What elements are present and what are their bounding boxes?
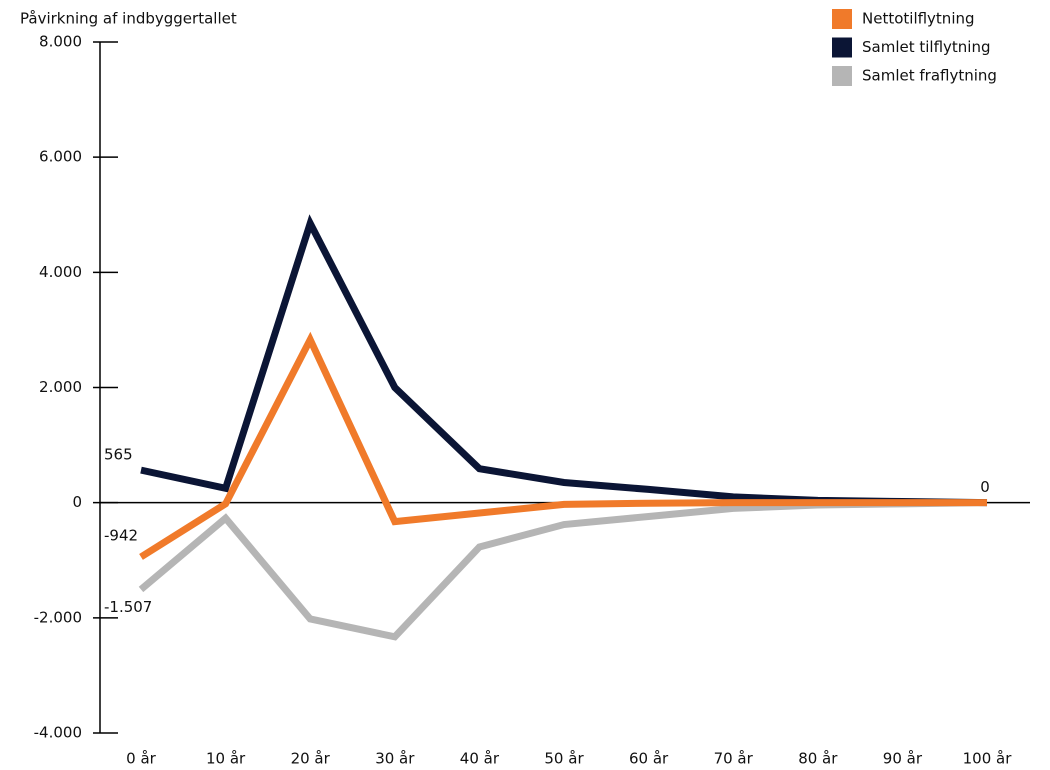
x-tick-label: 70 år	[714, 750, 754, 768]
x-tick-label: 10 år	[206, 750, 246, 768]
data-label: 0	[980, 478, 990, 496]
x-tick-label: 100 år	[963, 750, 1013, 768]
y-tick-label: -2.000	[34, 608, 82, 626]
legend-label: Samlet fraflytning	[862, 67, 997, 85]
data-label: 565	[104, 446, 133, 464]
x-tick-label: 30 år	[375, 750, 415, 768]
x-tick-label: 80 år	[798, 750, 838, 768]
y-axis-label: Påvirkning af indbyggertallet	[20, 10, 237, 28]
legend-swatch	[832, 37, 852, 58]
x-tick-label: 0 år	[126, 750, 157, 768]
series-line	[138, 499, 988, 641]
series-line	[139, 331, 987, 560]
y-tick-label: 6.000	[39, 148, 82, 166]
y-tick-label: 2.000	[39, 378, 82, 396]
x-tick-label: 90 år	[883, 750, 923, 768]
x-tick-label: 50 år	[544, 750, 584, 768]
x-tick-label: 60 år	[629, 750, 669, 768]
data-label: -942	[104, 526, 138, 544]
legend-label: Nettotilflytning	[862, 10, 975, 28]
y-tick-label: 0	[72, 493, 82, 511]
y-tick-label: -4.000	[34, 724, 82, 742]
y-tick-label: 8.000	[39, 33, 82, 51]
y-tick-label: 4.000	[39, 263, 82, 281]
x-tick-label: 20 år	[291, 750, 331, 768]
legend-swatch	[832, 66, 852, 86]
data-label: -1.507	[104, 598, 152, 616]
x-tick-label: 40 år	[460, 750, 500, 768]
legend-label: Samlet tilflytning	[862, 38, 991, 56]
series-line	[140, 214, 988, 507]
legend-swatch	[832, 9, 852, 29]
